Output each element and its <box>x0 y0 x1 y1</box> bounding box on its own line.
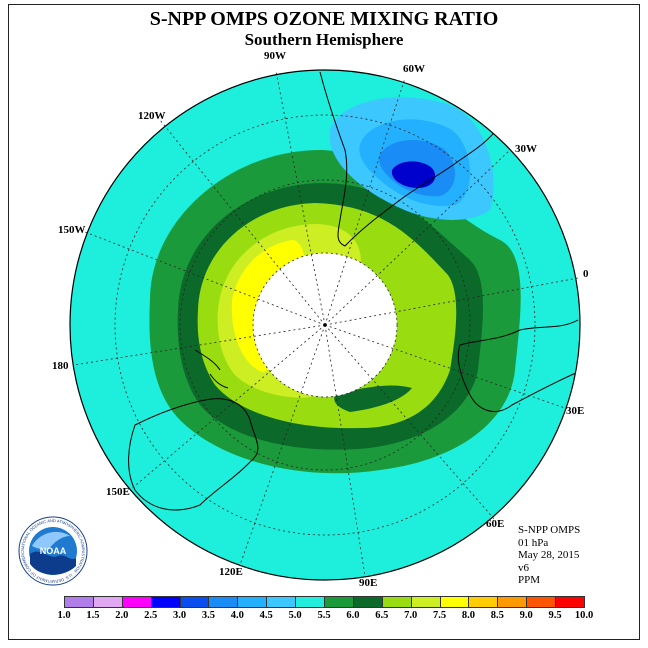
info-block: S-NPP OMPS 01 hPa May 28, 2015 v6 PPM <box>518 524 580 587</box>
scale-tick-label: 3.5 <box>201 610 215 621</box>
scale-tick-label: 6.0 <box>346 610 360 621</box>
south-america-outline <box>319 71 501 247</box>
scale-swatch <box>266 596 297 608</box>
scale-swatch <box>92 596 123 608</box>
scale-tick-label: 2.5 <box>144 610 158 621</box>
info-product: S-NPP OMPS <box>518 524 581 536</box>
scale-swatch <box>208 596 239 608</box>
scale-swatch <box>555 596 585 608</box>
scale-swatch <box>497 596 528 608</box>
scale-tick-label: 8.0 <box>461 610 475 621</box>
graticule <box>73 70 579 577</box>
africa-outline <box>457 319 579 413</box>
scale-swatch <box>352 596 383 608</box>
contour-6p0-band <box>334 385 412 412</box>
scale-tick-label: 9.0 <box>519 610 533 621</box>
scale-tick-label: 3.0 <box>172 610 187 621</box>
scale-swatch <box>179 596 210 608</box>
scale-swatch <box>150 596 181 608</box>
scale-swatch <box>121 596 152 608</box>
info-version: v6 <box>518 561 529 574</box>
noaa-logo: NOAA NATIONAL OCEANIC AND ATMOSPHERIC AD… <box>18 516 88 586</box>
figure-frame <box>8 4 640 640</box>
scale-tick-label: 7.5 <box>432 610 447 621</box>
scale-swatch <box>64 596 94 608</box>
lon-label-30w: 30W <box>515 143 537 155</box>
new-zealand-outline <box>194 349 229 389</box>
map-subtitle: Southern Hemisphere <box>244 30 404 49</box>
scale-swatch <box>295 596 325 608</box>
scale-swatch <box>439 596 470 608</box>
scale-swatch <box>324 596 354 608</box>
scale-tick-label: 9.5 <box>548 610 562 621</box>
info-units: PPM <box>518 574 541 586</box>
lon-label-120w: 120W <box>138 110 166 122</box>
lon-label-150e: 150E <box>106 486 130 498</box>
lon-label-150w: 150W <box>58 224 86 236</box>
map-title: S-NPP OMPS OZONE MIXING RATIO <box>149 8 499 30</box>
scale-tick-label: 1.5 <box>86 610 100 621</box>
info-level: 01 hPa <box>518 536 549 549</box>
pole-marker <box>323 323 327 327</box>
lon-label-90w: 90W <box>264 50 286 62</box>
scale-tick-label: 5.0 <box>288 610 302 621</box>
lon-label-60w: 60W <box>403 63 425 75</box>
color-scale-bar <box>64 596 585 610</box>
australia-outline <box>128 398 259 511</box>
lon-label-60e: 60E <box>486 518 505 530</box>
scale-swatch <box>237 596 268 608</box>
lon-label-90e: 90E <box>359 577 378 589</box>
info-date: May 28, 2015 <box>518 549 580 561</box>
scale-tick-label: 4.0 <box>230 610 244 621</box>
lon-label-0: 0 <box>583 268 589 280</box>
map-border <box>69 69 581 581</box>
scale-tick-label: 6.5 <box>375 610 389 621</box>
scale-swatch <box>410 596 441 608</box>
scale-tick-label: 8.5 <box>490 610 504 621</box>
scale-tick-label: 7.0 <box>404 610 418 621</box>
scale-swatch <box>526 596 557 608</box>
scale-tick-label: 10.0 <box>574 610 594 621</box>
noaa-logo-text: NOAA <box>40 546 67 556</box>
lon-label-120e: 120E <box>219 566 243 578</box>
lon-label-30e: 30E <box>566 405 585 417</box>
scale-tick-label: 1.0 <box>57 610 71 621</box>
scale-tick-label: 5.5 <box>317 610 331 621</box>
scale-swatch <box>468 596 499 608</box>
scale-tick-label: 4.5 <box>259 610 273 621</box>
lon-label-180: 180 <box>52 360 69 372</box>
contour-3p0 <box>391 161 436 188</box>
scale-swatch <box>381 596 412 608</box>
scale-tick-label: 2.0 <box>115 610 129 621</box>
